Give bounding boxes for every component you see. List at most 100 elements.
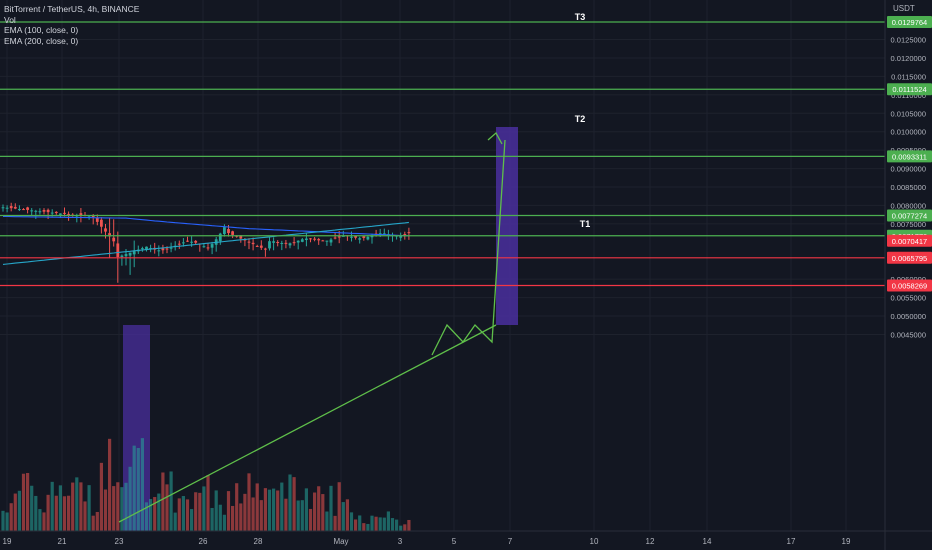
time-tick-label: 3 bbox=[398, 537, 403, 546]
volume-bar bbox=[272, 488, 276, 531]
volume-bar bbox=[103, 489, 108, 531]
candle-body bbox=[22, 209, 25, 211]
candle-body bbox=[124, 254, 128, 257]
volume-bar bbox=[91, 515, 95, 531]
candle-body bbox=[284, 242, 288, 244]
symbol-title[interactable]: BitTorrent / TetherUS, 4h, BINANCE bbox=[4, 4, 140, 14]
volume-bar bbox=[128, 466, 132, 531]
volume-bar bbox=[214, 490, 218, 531]
ema100-indicator-label[interactable]: EMA (100, close, 0) bbox=[4, 25, 79, 35]
trend-drawings bbox=[118, 131, 506, 523]
candle-body bbox=[321, 240, 325, 242]
volume-bar bbox=[124, 482, 128, 531]
target-label: T1 bbox=[580, 219, 591, 229]
candle-body bbox=[206, 247, 210, 249]
candle-body bbox=[165, 248, 169, 250]
price-tick-label: 0.0055000 bbox=[891, 294, 926, 303]
candle-body bbox=[272, 241, 275, 243]
ema200-indicator-label[interactable]: EMA (200, close, 0) bbox=[4, 35, 79, 46]
candle-body bbox=[59, 213, 62, 215]
vol-indicator-label[interactable]: Vol bbox=[4, 14, 16, 25]
candle-body bbox=[288, 243, 292, 246]
candle-body bbox=[141, 248, 144, 250]
volume-bar bbox=[378, 517, 382, 531]
candle-body bbox=[227, 229, 230, 234]
volume-bar bbox=[325, 511, 329, 531]
price-tick-label: 0.0090000 bbox=[891, 165, 926, 174]
candle-body bbox=[13, 206, 17, 209]
candle-body bbox=[95, 217, 99, 222]
chart-legend: BitTorrent / TetherUS, 4h, BINANCE Vol E… bbox=[4, 4, 139, 46]
level-lines bbox=[0, 21, 885, 287]
time-tick-label: 28 bbox=[254, 537, 263, 546]
volume-bar bbox=[21, 473, 26, 531]
volume-bar bbox=[116, 482, 120, 531]
time-axis[interactable]: 19 21 23 26 28 May 3 5 7 10 12 14 17 19 bbox=[0, 530, 932, 546]
candle-body bbox=[116, 243, 120, 258]
volume-bar bbox=[87, 485, 91, 531]
candle-body bbox=[366, 236, 370, 240]
volume-bar bbox=[349, 512, 354, 531]
volume-bar bbox=[362, 523, 366, 531]
volume-bar bbox=[202, 486, 206, 531]
time-tick-label: 19 bbox=[3, 537, 12, 546]
candle-body bbox=[268, 241, 271, 249]
candle-body bbox=[333, 237, 337, 239]
price-level-badge bbox=[887, 251, 932, 264]
volume-bar bbox=[46, 494, 50, 531]
volume-bar bbox=[17, 490, 21, 531]
candle-body bbox=[362, 236, 366, 238]
candle-body bbox=[231, 231, 234, 235]
volume-bar bbox=[251, 497, 255, 531]
volume-bar bbox=[370, 515, 374, 531]
time-tick-label: May bbox=[333, 537, 348, 546]
candle-body bbox=[358, 238, 362, 240]
candle-body bbox=[169, 247, 173, 249]
volume-bar bbox=[374, 516, 378, 531]
volume-bar bbox=[255, 483, 259, 531]
candle-body bbox=[350, 236, 353, 238]
ascending-trendline bbox=[118, 324, 497, 523]
time-tick-label: 10 bbox=[590, 537, 599, 546]
price-level-label: 0.0077274 bbox=[892, 211, 927, 220]
candle-body bbox=[317, 239, 321, 241]
volume-bar bbox=[308, 508, 313, 531]
volume-bar bbox=[62, 496, 67, 531]
price-level-label: 0.0129764 bbox=[892, 18, 927, 27]
volume-bar bbox=[42, 512, 46, 531]
time-tick-label: 14 bbox=[703, 537, 712, 546]
volume-bar bbox=[337, 482, 341, 531]
price-level-label: 0.0058269 bbox=[892, 282, 927, 291]
price-level-label: 0.0111524 bbox=[892, 85, 926, 94]
volume-bar bbox=[288, 474, 292, 531]
candle-body bbox=[91, 215, 95, 218]
volume-bar bbox=[177, 498, 181, 531]
volume-bar bbox=[58, 485, 62, 531]
candle-body bbox=[329, 239, 333, 243]
volume-bar bbox=[231, 505, 235, 531]
volume-bar bbox=[144, 502, 149, 531]
volume-bar bbox=[153, 497, 157, 531]
volume-bar bbox=[304, 488, 308, 531]
price-level-badge bbox=[887, 150, 932, 163]
target-zone bbox=[496, 127, 518, 325]
price-level-badge bbox=[887, 234, 932, 247]
candle-body bbox=[251, 242, 255, 245]
time-tick-label: 26 bbox=[199, 537, 208, 546]
volume-bar bbox=[358, 515, 362, 531]
price-level-badge bbox=[887, 279, 932, 292]
candle-body bbox=[38, 211, 42, 213]
volume-bar bbox=[267, 489, 272, 531]
price-axis[interactable]: 0.01250000.01200000.01150000.01100000.01… bbox=[884, 0, 932, 550]
price-tick-label: 0.0125000 bbox=[891, 36, 926, 45]
volume-bar bbox=[317, 486, 321, 531]
candle-body bbox=[300, 239, 304, 242]
candle-body bbox=[108, 233, 111, 237]
candle-body bbox=[132, 251, 136, 255]
candle-body bbox=[100, 219, 103, 227]
candle-body bbox=[26, 207, 29, 210]
volume-bar bbox=[30, 485, 34, 531]
candle-body bbox=[67, 213, 70, 215]
volume-bar bbox=[198, 492, 202, 531]
